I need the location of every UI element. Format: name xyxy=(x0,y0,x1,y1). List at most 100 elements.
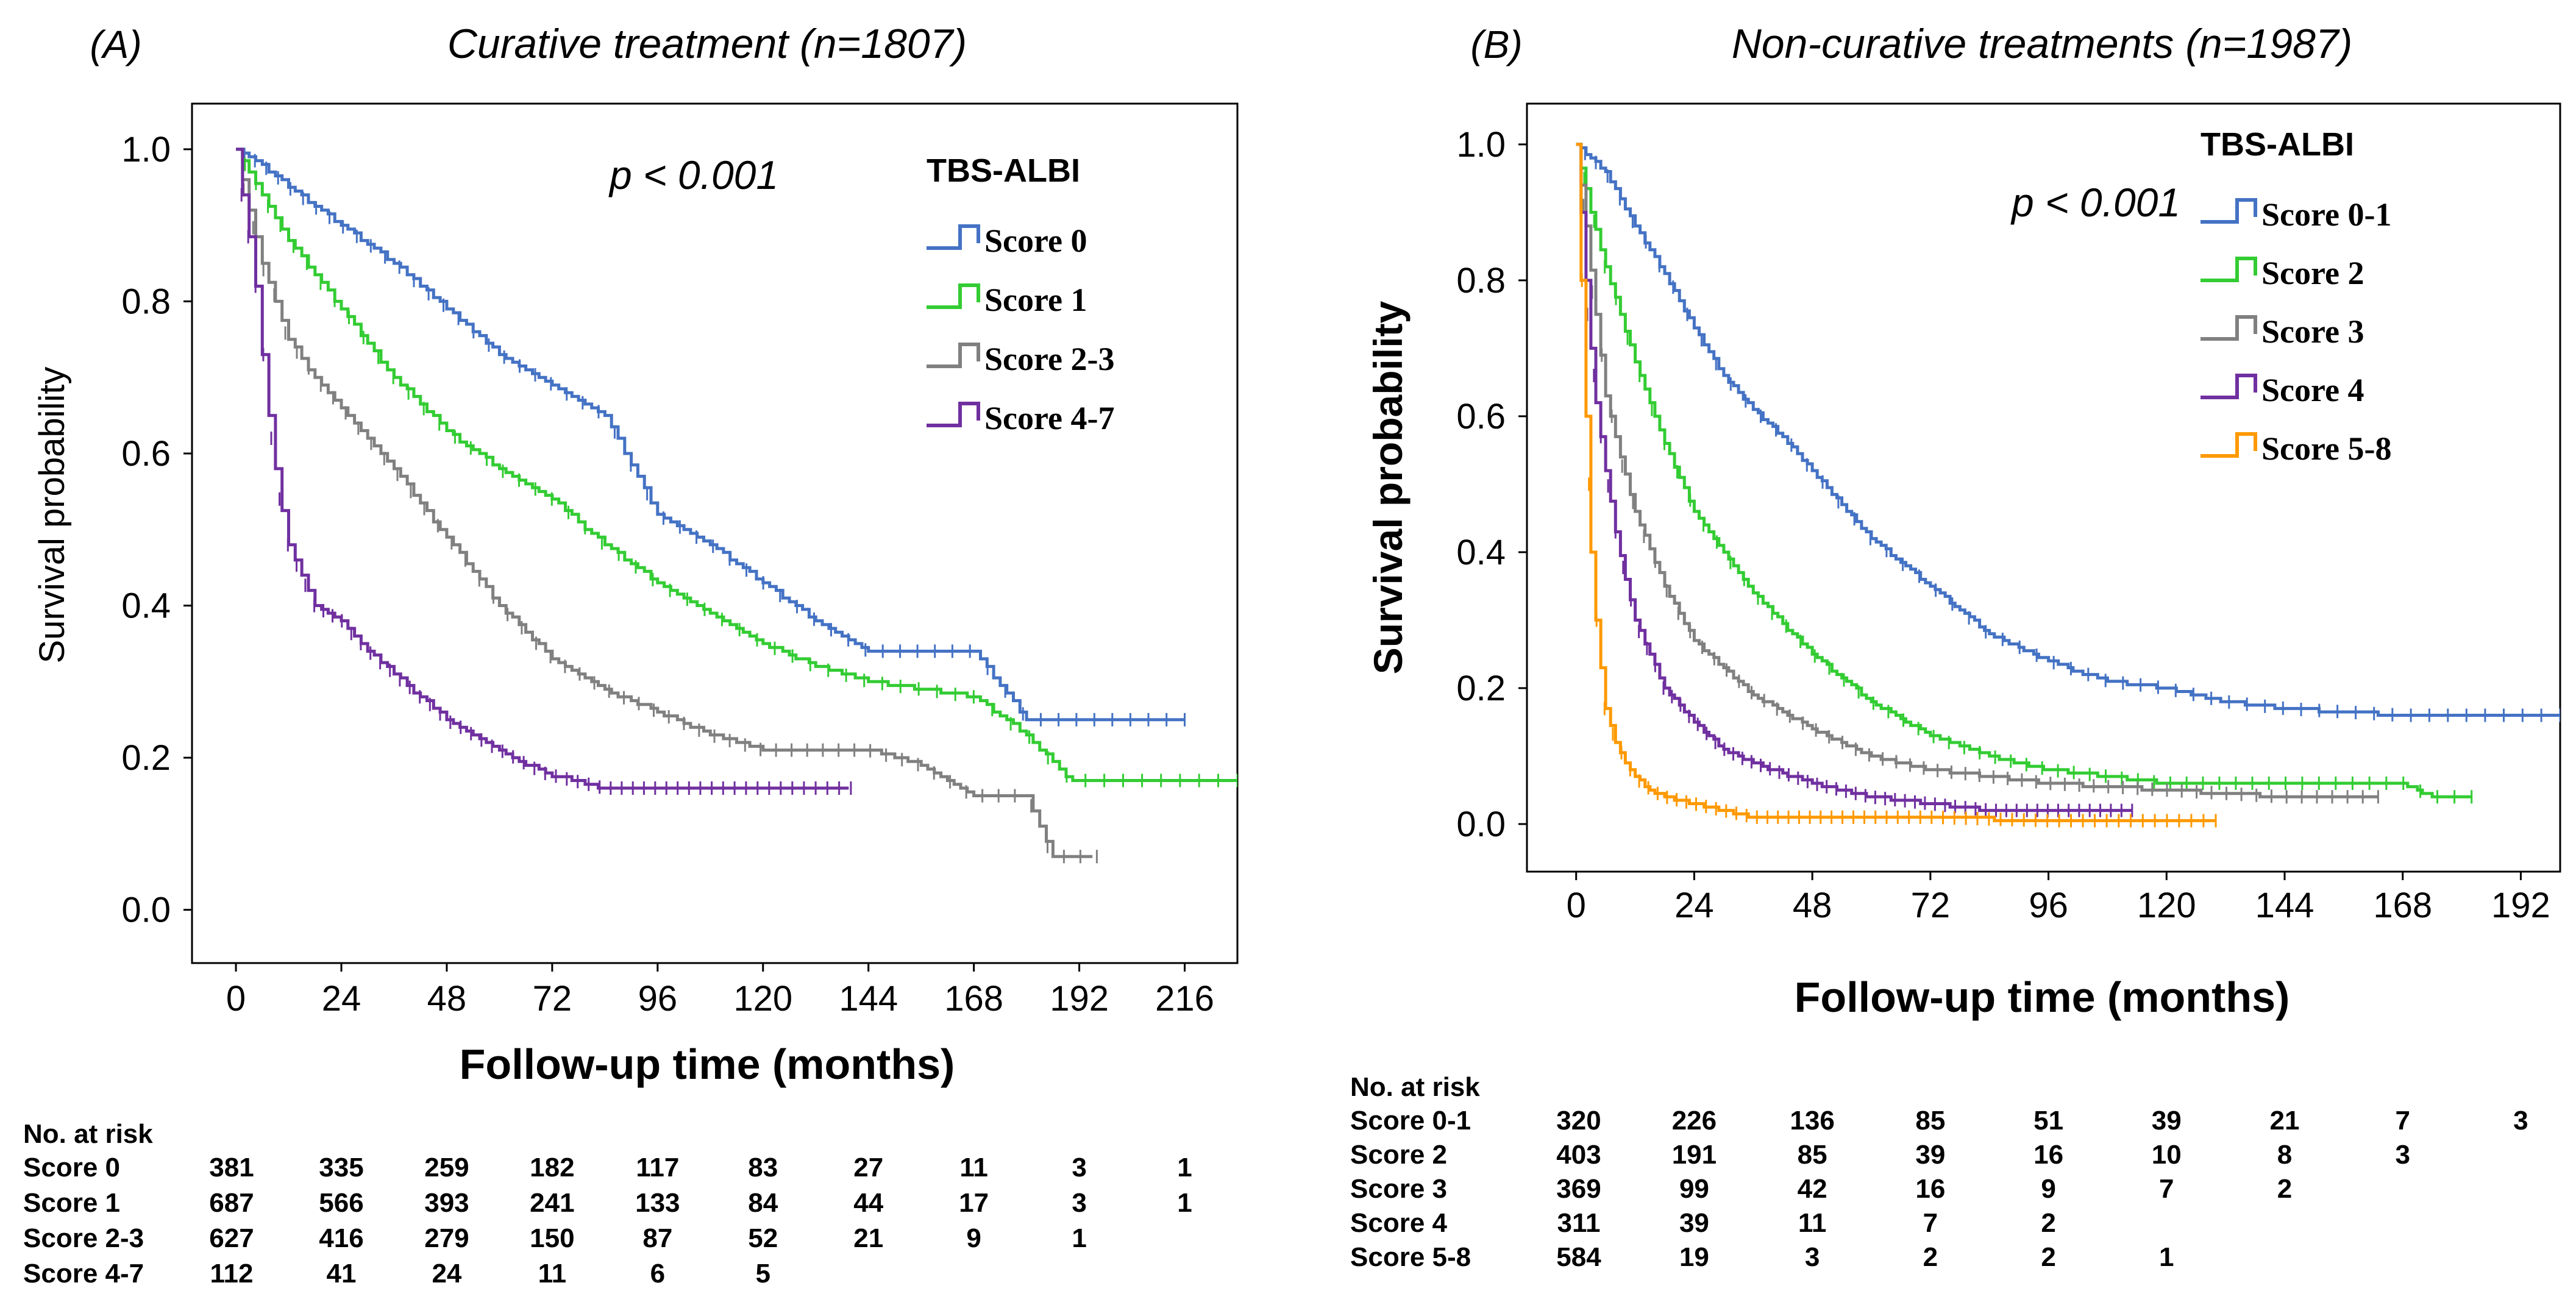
risk-row-label: Score 2 xyxy=(1350,1140,1447,1170)
risk-row-label: Score 3 xyxy=(1350,1174,1447,1204)
x-tick-label: 0 xyxy=(1567,886,1586,925)
risk-row-label: Score 0-1 xyxy=(1350,1106,1471,1136)
x-tick-label: 120 xyxy=(733,979,792,1019)
risk-value: 24 xyxy=(432,1259,461,1289)
censor-marks xyxy=(1584,146,2560,722)
risk-value: 85 xyxy=(1915,1106,1945,1136)
x-tick-label: 120 xyxy=(2137,886,2196,925)
legend-entry: Score 5-8 xyxy=(2261,430,2391,467)
plot-frame xyxy=(1526,102,2561,873)
legend-entry: Score 1 xyxy=(984,282,1087,318)
risk-value: 27 xyxy=(853,1153,883,1182)
risk-value: 84 xyxy=(748,1188,778,1218)
risk-row-label: Score 5-8 xyxy=(1350,1242,1471,1272)
chart-title: Non-curative treatments (n=1987) xyxy=(1732,21,2353,67)
legend-entry: Score 0-1 xyxy=(2261,196,2391,233)
risk-value: 11 xyxy=(538,1259,567,1289)
x-tick-label: 48 xyxy=(427,979,467,1019)
x-tick-label: 144 xyxy=(839,979,898,1019)
legend: TBS-ALBI Score 0-1 Score 2 Score 3 Score 4 Sc… xyxy=(2201,126,2391,467)
legend-entry: Score 3 xyxy=(2261,313,2364,350)
legend-swatch xyxy=(2201,198,2257,224)
censor-marks xyxy=(243,148,1186,727)
risk-value: 52 xyxy=(748,1223,778,1253)
risk-value: 6 xyxy=(650,1259,665,1289)
risk-value: 117 xyxy=(636,1153,679,1182)
risk-value: 2 xyxy=(2041,1242,2055,1272)
y-tick-label: 0.4 xyxy=(121,586,171,626)
risk-value: 7 xyxy=(2395,1106,2410,1136)
curves-group xyxy=(1576,143,2560,828)
risk-value: 8 xyxy=(2277,1140,2292,1170)
risk-value: 17 xyxy=(959,1188,989,1218)
legend-title: TBS-ALBI xyxy=(927,152,1080,189)
risk-value: 416 xyxy=(319,1223,363,1253)
risk-value: 16 xyxy=(2033,1140,2063,1170)
legend-entry: Score 4-7 xyxy=(984,400,1114,436)
series-line xyxy=(236,148,849,790)
risk-value: 7 xyxy=(1923,1208,1938,1238)
risk-value: 369 xyxy=(1556,1174,1601,1204)
risk-value: 9 xyxy=(966,1223,981,1253)
series-line xyxy=(1576,143,2560,717)
risk-value: 87 xyxy=(642,1223,672,1253)
y-tick-label: 0.8 xyxy=(1456,261,1506,300)
series-line xyxy=(236,148,1093,858)
risk-value: 39 xyxy=(1679,1208,1709,1238)
series-line xyxy=(236,148,1237,782)
risk-value: 99 xyxy=(1679,1174,1709,1204)
risk-value: 11 xyxy=(1798,1208,1827,1238)
x-tick-label: 72 xyxy=(1911,886,1951,925)
plot-frame xyxy=(191,102,1239,964)
y-tick-label: 1.0 xyxy=(121,130,171,169)
risk-value: 136 xyxy=(1790,1106,1834,1136)
legend-swatch xyxy=(2201,257,2257,282)
risk-value: 42 xyxy=(1798,1174,1827,1204)
risk-value: 39 xyxy=(2152,1106,2182,1136)
p-value-annotation: p < 0.001 xyxy=(2010,180,2180,225)
x-tick-label: 96 xyxy=(638,979,678,1019)
y-tick-label: 0.6 xyxy=(1456,397,1506,436)
legend-entry: Score 0 xyxy=(984,222,1087,259)
risk-value: 44 xyxy=(853,1188,883,1218)
censor-marks xyxy=(1580,205,2133,817)
y-tick-label: 0.0 xyxy=(121,891,171,930)
y-tick-label: 0.2 xyxy=(121,738,171,778)
risk-value: 83 xyxy=(748,1153,778,1182)
x-tick-label: 72 xyxy=(533,979,572,1019)
x-axis-label: Follow-up time (months) xyxy=(460,1040,955,1088)
censor-marks xyxy=(1582,199,2379,804)
risk-value: 7 xyxy=(2159,1174,2174,1204)
series-line xyxy=(1576,143,2379,798)
risk-value: 1 xyxy=(2159,1242,2174,1272)
risk-value: 627 xyxy=(209,1223,254,1253)
risk-table-header: No. at risk xyxy=(23,1119,153,1149)
risk-value: 3 xyxy=(1072,1153,1086,1182)
risk-value: 41 xyxy=(327,1259,357,1289)
risk-value: 191 xyxy=(1672,1140,1717,1170)
x-tick-label: 96 xyxy=(2029,886,2068,925)
risk-value: 279 xyxy=(424,1223,469,1253)
series-line xyxy=(236,148,1185,722)
y-tick-label: 1.0 xyxy=(1456,125,1506,165)
risk-table-header: No. at risk xyxy=(1350,1072,1480,1102)
risk-value: 335 xyxy=(319,1153,363,1182)
risk-row-label: Score 0 xyxy=(23,1153,120,1182)
risk-value: 393 xyxy=(424,1188,469,1218)
panel-b: (B) Non-curative treatments (n=1987) 0.0 0.… xyxy=(1350,21,2561,1272)
x-tick-label: 0 xyxy=(226,979,246,1019)
legend-swatch xyxy=(2201,374,2257,399)
y-tick-label: 0.4 xyxy=(1456,533,1506,572)
risk-value: 133 xyxy=(635,1188,680,1218)
risk-value: 259 xyxy=(424,1153,469,1182)
x-tick-label: 24 xyxy=(1674,886,1714,925)
risk-value: 3 xyxy=(1072,1188,1086,1218)
series-line xyxy=(1576,143,2132,813)
risk-value: 11 xyxy=(959,1153,988,1182)
risk-value: 2 xyxy=(2041,1208,2055,1238)
legend-swatch xyxy=(2201,432,2257,458)
risk-value: 320 xyxy=(1556,1106,1601,1136)
